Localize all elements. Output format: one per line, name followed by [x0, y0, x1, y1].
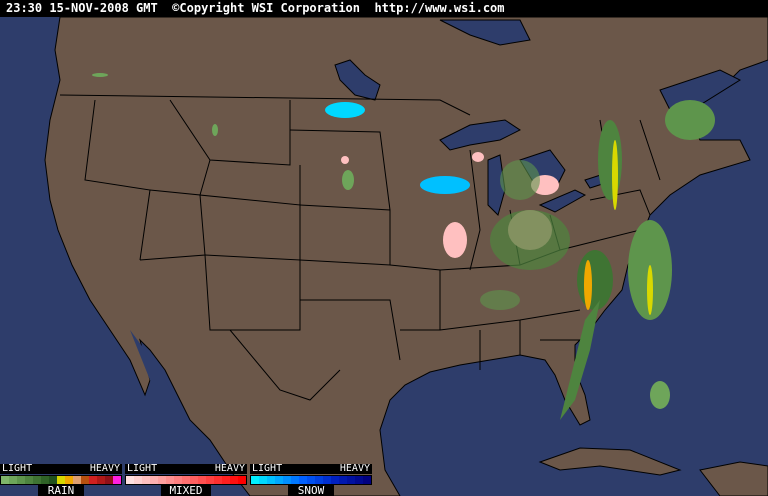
legend-color-swatch	[198, 476, 206, 484]
legend-color-swatch	[251, 476, 259, 484]
legend-color-swatch	[275, 476, 283, 484]
legend-color-swatch	[17, 476, 25, 484]
lake-erie	[538, 189, 587, 213]
legend-color-swatch	[323, 476, 331, 484]
legend-color-swatch	[73, 476, 81, 484]
legend-color-swatch	[190, 476, 198, 484]
legend-color-swatch	[291, 476, 299, 484]
legend-color-swatch	[33, 476, 41, 484]
legend-color-swatch	[105, 476, 113, 484]
radar-timestamp-header: 23:30 15-NOV-2008 GMT ©Copyright WSI Cor…	[0, 0, 768, 17]
legend-color-swatch	[214, 476, 222, 484]
legend-color-swatch	[150, 476, 158, 484]
gulf-of-st-lawrence	[659, 69, 742, 111]
legend-color-swatch	[206, 476, 214, 484]
legend-color-swatch	[283, 476, 291, 484]
lake-superior	[439, 119, 521, 151]
legend-color-swatch	[9, 476, 17, 484]
legend-color-swatch	[49, 476, 57, 484]
legend-color-swatch	[158, 476, 166, 484]
legend-color-swatch	[339, 476, 347, 484]
hudson-bay	[439, 19, 531, 46]
legend-color-swatch	[267, 476, 275, 484]
legend-color-swatch	[363, 476, 371, 484]
north-america-land	[44, 16, 768, 496]
mixed-color-scale	[125, 475, 247, 485]
legend-color-swatch	[182, 476, 190, 484]
legend-light-label: LIGHT	[252, 463, 283, 474]
legend-color-swatch	[307, 476, 315, 484]
legend-color-swatch	[126, 476, 134, 484]
legend-name: RAIN	[38, 485, 84, 496]
legend-color-swatch	[347, 476, 355, 484]
legend-heavy-label: HEAVY	[214, 463, 245, 474]
legend-heavy-label: HEAVY	[89, 463, 120, 474]
legend-color-swatch	[134, 476, 142, 484]
legend-color-swatch	[331, 476, 339, 484]
legend-light-label: LIGHT	[2, 463, 33, 474]
legend-color-swatch	[174, 476, 182, 484]
legend-color-swatch	[25, 476, 33, 484]
legend-color-swatch	[142, 476, 150, 484]
snow-color-scale	[250, 475, 372, 485]
legend-color-swatch	[315, 476, 323, 484]
legend-color-swatch	[230, 476, 238, 484]
legend-rain: LIGHT HEAVY RAIN	[0, 464, 122, 496]
legend-color-swatch	[41, 476, 49, 484]
legend-name: SNOW	[288, 485, 334, 496]
lake-michigan	[487, 154, 506, 216]
legend-heavy-label: HEAVY	[339, 463, 370, 474]
legend-color-swatch	[222, 476, 230, 484]
legend-color-swatch	[65, 476, 73, 484]
legend-light-label: LIGHT	[127, 463, 158, 474]
legend-color-swatch	[89, 476, 97, 484]
legend-color-swatch	[97, 476, 105, 484]
lake-winnipeg	[334, 59, 381, 101]
cuba	[538, 447, 682, 476]
legend-color-swatch	[259, 476, 267, 484]
legend-color-swatch	[57, 476, 65, 484]
legend-color-swatch	[238, 476, 246, 484]
hispaniola	[699, 461, 768, 496]
legend-color-swatch	[113, 476, 121, 484]
gulf-of-california	[130, 330, 185, 425]
rain-color-scale	[0, 475, 122, 485]
legend-color-swatch	[1, 476, 9, 484]
state-borders	[59, 94, 661, 401]
legend-color-swatch	[355, 476, 363, 484]
radar-echoes	[92, 73, 715, 420]
legend-color-swatch	[166, 476, 174, 484]
legend-mixed: LIGHT HEAVY MIXED	[125, 464, 247, 496]
legend-color-swatch	[299, 476, 307, 484]
legend-snow: LIGHT HEAVY SNOW	[250, 464, 372, 496]
legend-name: MIXED	[161, 485, 211, 496]
legend-color-swatch	[81, 476, 89, 484]
